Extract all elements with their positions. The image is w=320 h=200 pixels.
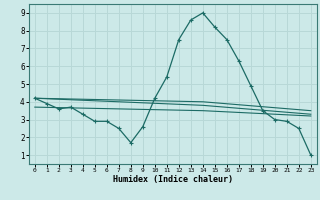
X-axis label: Humidex (Indice chaleur): Humidex (Indice chaleur) <box>113 175 233 184</box>
